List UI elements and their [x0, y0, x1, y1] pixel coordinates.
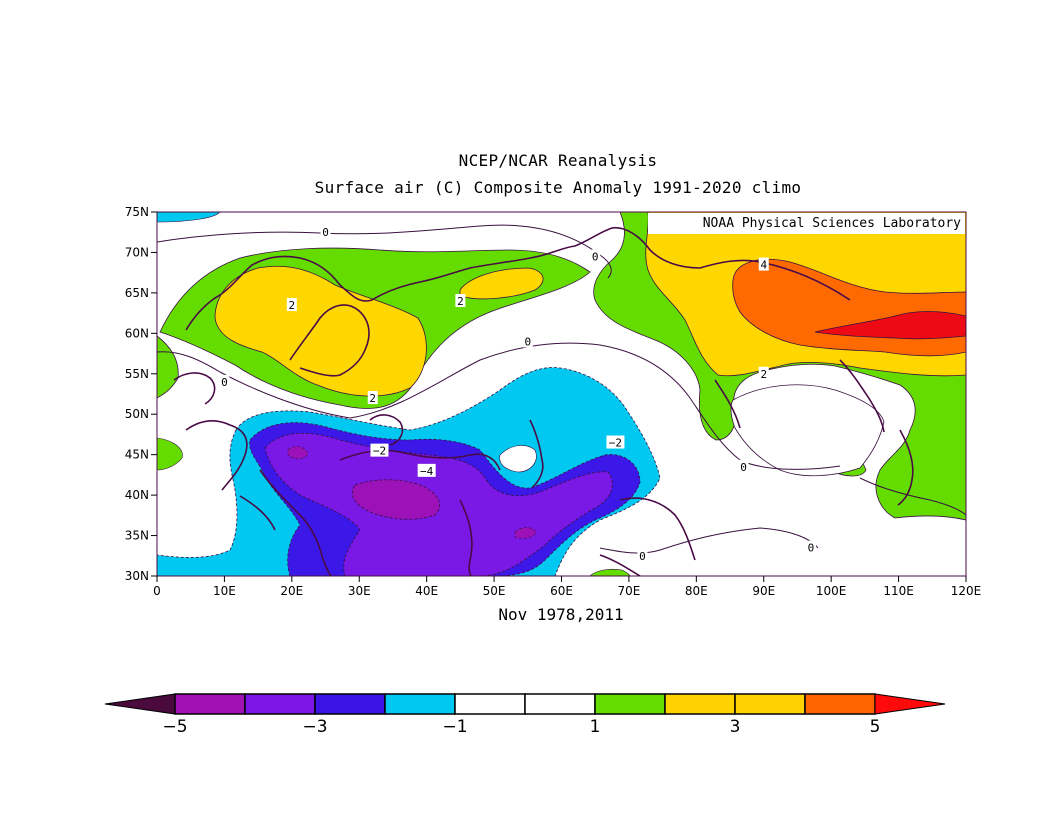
colorbar-bin: [174, 693, 246, 715]
lat-tick-label: 40N: [125, 488, 149, 502]
lon-tick-label: 110E: [883, 584, 914, 598]
contour-label: 0: [808, 542, 815, 555]
zero-contour-east: [859, 477, 966, 516]
contour-label: 0: [524, 335, 531, 348]
lon-tick-label: 120E: [951, 584, 982, 598]
colorbar-label: 3: [730, 717, 741, 737]
minus5-region-west: [287, 446, 309, 459]
lon-tick-label: 30E: [348, 584, 371, 598]
contour-label-box: [367, 391, 378, 405]
colorbar-bin: [384, 693, 456, 715]
minus5-region: [351, 479, 440, 520]
contour-label: −2: [609, 437, 622, 450]
colorbar-bin: [454, 693, 526, 715]
contour-label: 0: [592, 250, 599, 263]
colorbar-label: 1: [590, 717, 601, 737]
lat-tick-label: 35N: [125, 529, 149, 543]
contour-label-box: [219, 374, 230, 388]
colorbar-bin: [524, 693, 596, 715]
x-axis-label: Nov 1978,2011: [498, 605, 624, 624]
contour-label-box: [590, 249, 601, 263]
contour-label-box: [455, 293, 466, 307]
contour-label: 4: [760, 259, 767, 272]
colorbar-bin: [734, 693, 806, 715]
contour-label-box: [637, 548, 648, 562]
plus5-region-siberia: [814, 311, 966, 340]
lon-tick-label: 90E: [752, 584, 775, 598]
contour-label: 2: [457, 295, 464, 308]
axis-ticks: 75N 70N 65N 60N 55N 50N 45N 40N 35N 30N 0 10E 20E 30E…: [125, 205, 982, 598]
contour-label-box: [606, 435, 625, 449]
plus2-region-scandinavia: [214, 265, 427, 397]
lat-tick-label: 75N: [125, 205, 149, 219]
lat-tick-label: 70N: [125, 245, 149, 259]
lon-tick-label: 80E: [685, 584, 708, 598]
lat-tick-label: 30N: [125, 569, 149, 583]
colorbar-bin: [244, 693, 316, 715]
credit-label: NOAA Physical Sciences Laboratory: [703, 216, 961, 231]
contour-label-box: [370, 443, 389, 457]
contour-label: 0: [740, 461, 747, 474]
contour-label: 0: [639, 550, 646, 563]
contour-label-box: [738, 459, 749, 473]
credit-box: [648, 213, 965, 234]
chart-title: NCEP/NCAR Reanalysis: [458, 151, 658, 170]
neutral-hole-caspian: [499, 445, 537, 473]
colorbar-bin: [594, 693, 666, 715]
contour-label-box: [320, 225, 331, 239]
lon-tick-label: 100E: [816, 584, 847, 598]
neutral-region-east: [730, 384, 885, 477]
lat-tick-label: 50N: [125, 407, 149, 421]
colorbar-bin: [804, 693, 876, 715]
contour-label: −2: [373, 445, 386, 458]
contour-label-box: [758, 366, 769, 380]
colorbar-bin: [314, 693, 386, 715]
contour-label: 0: [221, 376, 228, 389]
lon-tick-label: 0: [153, 584, 161, 598]
minus5-region-small: [514, 527, 537, 539]
contour-label-box: [758, 257, 769, 271]
zero-contour-south: [599, 527, 819, 554]
contour-label: 0: [322, 226, 329, 239]
colorbar-under-arrow: [104, 693, 176, 715]
lon-tick-label: 60E: [550, 584, 573, 598]
colorbar-label: 5: [870, 717, 881, 737]
contour-label-box: [805, 540, 816, 554]
contour-label: 2: [369, 392, 376, 405]
colorbar-label: −5: [162, 717, 187, 737]
colorbar-label: −1: [442, 717, 467, 737]
lat-tick-label: 65N: [125, 286, 149, 300]
lat-tick-label: 55N: [125, 367, 149, 381]
chart-subtitle: Surface air (C) Composite Anomaly 1991-2…: [314, 178, 802, 197]
contour-label-box: [522, 334, 533, 348]
lon-tick-label: 20E: [280, 584, 303, 598]
lat-tick-label: 45N: [125, 448, 149, 462]
lon-tick-label: 10E: [213, 584, 236, 598]
contour-labels: 0 0 0 0 0 0 0 2 2 2 2 4 −2 −2 −4: [219, 225, 816, 563]
colorbar-over-arrow: [874, 693, 946, 715]
lon-tick-label: 40E: [415, 584, 438, 598]
lon-tick-label: 70E: [617, 584, 640, 598]
contour-label: 2: [289, 299, 296, 312]
colorbar-bin: [664, 693, 736, 715]
contour-label-box: [286, 298, 297, 312]
positive-anomaly-region-w2: [157, 437, 183, 471]
map-fields: [157, 212, 966, 576]
lat-tick-label: 60N: [125, 326, 149, 340]
lon-tick-label: 50E: [483, 584, 506, 598]
colorbar-label: −3: [302, 717, 327, 737]
contour-label: −4: [420, 465, 434, 478]
contour-label: 2: [760, 368, 767, 381]
plus2-region-kola: [459, 267, 544, 300]
contour-label-box: [417, 463, 436, 477]
